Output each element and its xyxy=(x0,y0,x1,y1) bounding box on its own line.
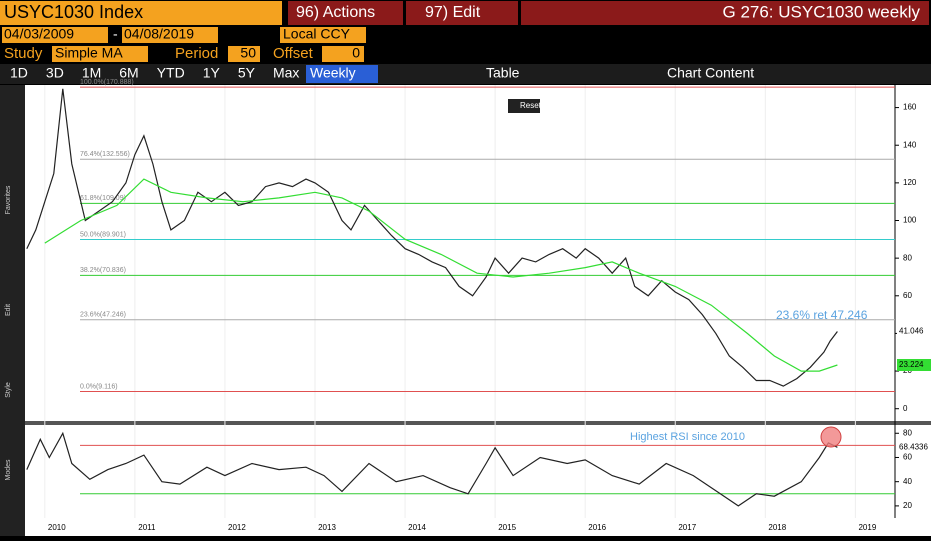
x-tick-label: 2019 xyxy=(858,523,876,532)
security-title: USYC1030 Index xyxy=(4,2,143,22)
tool-strip xyxy=(0,85,25,536)
last-value-label: 23.224 xyxy=(899,360,924,369)
edit-button[interactable] xyxy=(406,1,518,25)
side-label: Favorites xyxy=(5,185,12,214)
y-tick-label: 120 xyxy=(903,178,917,187)
chart-area xyxy=(25,85,931,536)
period-field[interactable] xyxy=(228,46,260,62)
y-tick-label: 60 xyxy=(903,291,912,300)
side-label: Edit xyxy=(5,304,12,316)
actions-label[interactable]: 96) Actions xyxy=(296,4,375,21)
frequency[interactable]: Weekly xyxy=(310,65,356,81)
start-date[interactable]: 04/03/2009 xyxy=(4,26,74,42)
panel-divider xyxy=(25,421,931,425)
study[interactable]: Simple MA xyxy=(55,45,123,61)
title-bar xyxy=(0,1,282,25)
reset-button[interactable] xyxy=(508,99,540,113)
series-line xyxy=(26,431,838,507)
side-label: Modes xyxy=(5,459,12,481)
fib-label: 38.2%(70.836) xyxy=(80,267,126,274)
fib-label: 100.0%(170.888) xyxy=(80,79,134,86)
y-tick-label: 0 xyxy=(903,404,908,413)
table-button[interactable]: Table xyxy=(486,65,520,81)
start-date-field[interactable] xyxy=(2,27,108,43)
range-button[interactable]: 1Y xyxy=(203,65,221,81)
x-tick-label: 2014 xyxy=(408,523,426,532)
currency-field[interactable] xyxy=(280,27,366,43)
reset-label[interactable]: Reset xyxy=(520,101,542,110)
y-tick-label: 100 xyxy=(903,216,917,225)
rsi-highlight xyxy=(820,426,842,448)
last-value-label: 41.046 xyxy=(899,327,924,336)
fib-label: 0.0%(9.116) xyxy=(80,383,118,390)
y2-tick-label: 60 xyxy=(903,453,912,462)
frequency-button[interactable] xyxy=(306,65,378,83)
range-button[interactable]: 5Y xyxy=(238,65,256,81)
end-date[interactable]: 04/08/2019 xyxy=(124,26,194,42)
x-tick-label: 2010 xyxy=(48,523,66,532)
range-button[interactable]: 1M xyxy=(82,65,101,81)
window-title: G 276: USYC1030 weekly xyxy=(723,2,921,21)
annotation: 23.6% ret 47.246 xyxy=(776,308,868,322)
range-button[interactable]: 6M xyxy=(119,65,138,81)
actions-button[interactable] xyxy=(288,1,403,25)
y2-tick-label: 80 xyxy=(903,428,912,437)
x-tick-label: 2015 xyxy=(498,523,516,532)
offset-field[interactable] xyxy=(322,46,364,62)
last-value-box xyxy=(897,325,931,338)
x-tick-label: 2016 xyxy=(588,523,606,532)
x-tick-label: 2011 xyxy=(138,523,156,532)
x-tick-label: 2013 xyxy=(318,523,336,532)
end-date-field[interactable] xyxy=(122,27,218,43)
range-button[interactable]: 3D xyxy=(46,65,64,81)
series-line xyxy=(26,88,838,387)
window-title-bar xyxy=(521,1,929,25)
edit-label[interactable]: 97) Edit xyxy=(425,4,481,21)
y2-tick-label: 40 xyxy=(903,477,912,486)
chart-content-button[interactable]: Chart Content xyxy=(667,65,754,81)
last-value-label: 68.4336 xyxy=(899,442,928,451)
fib-label: 76.4%(132.556) xyxy=(80,151,130,158)
currency[interactable]: Local CCY xyxy=(283,26,351,42)
offset[interactable]: 0 xyxy=(352,45,360,61)
x-tick-label: 2018 xyxy=(768,523,786,532)
range-button[interactable]: 1D xyxy=(10,65,28,81)
last-value-box xyxy=(897,441,931,454)
period[interactable]: 50 xyxy=(240,45,256,61)
study-label: Study xyxy=(4,45,43,62)
last-value-box xyxy=(897,358,931,371)
side-label: Style xyxy=(5,382,12,398)
range-button[interactable]: Max xyxy=(273,65,299,81)
fib-label: 23.6%(47.246) xyxy=(80,312,126,319)
range-button[interactable]: YTD xyxy=(157,65,185,81)
y-tick-label: 140 xyxy=(903,140,917,149)
y2-tick-label: 20 xyxy=(903,501,912,510)
date-dash: - xyxy=(113,26,118,42)
offset-label: Offset xyxy=(273,45,314,62)
y-tick-label: 80 xyxy=(903,253,912,262)
fib-label: 61.8%(109.09) xyxy=(80,195,126,202)
series-line xyxy=(44,178,838,372)
x-tick-label: 2017 xyxy=(678,523,696,532)
fib-label: 50.0%(89.901) xyxy=(80,231,126,238)
study-field[interactable] xyxy=(52,46,148,62)
y-tick-label: 160 xyxy=(903,103,917,112)
toolbar xyxy=(0,64,931,84)
rsi-annotation: Highest RSI since 2010 xyxy=(630,431,745,443)
x-tick-label: 2012 xyxy=(228,523,246,532)
period-label: Period xyxy=(175,45,218,62)
